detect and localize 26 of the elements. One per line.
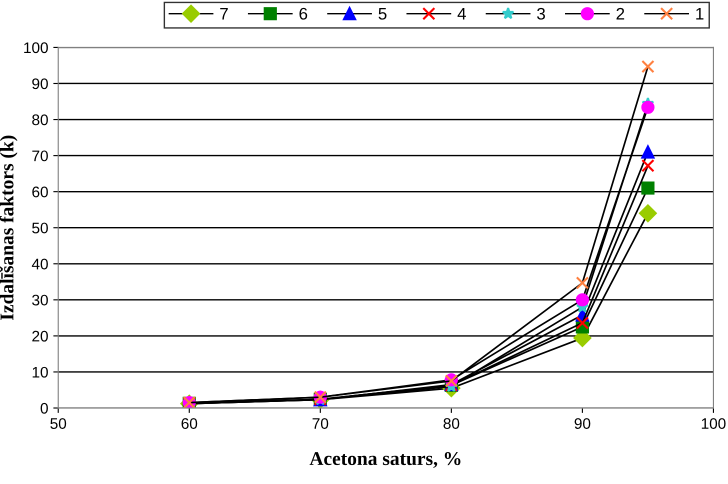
y-tick-label: 50: [32, 222, 48, 234]
legend-label: 5: [378, 8, 386, 20]
y-tick-label: 80: [32, 114, 48, 126]
y-tick-label: 0: [40, 402, 48, 414]
x-axis-title: Acetona saturs, %: [310, 452, 460, 468]
y-tick-label: 30: [32, 294, 48, 306]
legend-label: 2: [616, 8, 624, 20]
x-tick-label: 70: [312, 418, 328, 429]
y-tick-label: 90: [32, 78, 48, 90]
x-tick-label: 50: [50, 418, 66, 429]
y-tick-label: 10: [32, 366, 48, 378]
y-tick-label: 20: [32, 330, 48, 342]
legend-label: 3: [537, 8, 545, 20]
y-tick-label: 60: [32, 186, 48, 198]
y-axis-title: Izdalīšanas faktors (k): [0, 136, 18, 320]
y-tick-label: 40: [32, 258, 48, 270]
legend-label: 7: [220, 8, 228, 20]
x-tick-label: 100: [702, 418, 726, 429]
x-tick-label: 80: [444, 418, 460, 429]
y-tick-label: 70: [32, 150, 48, 162]
y-tick-label: 100: [24, 42, 48, 54]
x-tick-label: 60: [182, 418, 198, 429]
legend-label: 4: [458, 8, 466, 20]
x-tick-label: 90: [574, 418, 590, 429]
legend-label: 6: [299, 8, 308, 20]
legend-label: 1: [696, 8, 704, 20]
